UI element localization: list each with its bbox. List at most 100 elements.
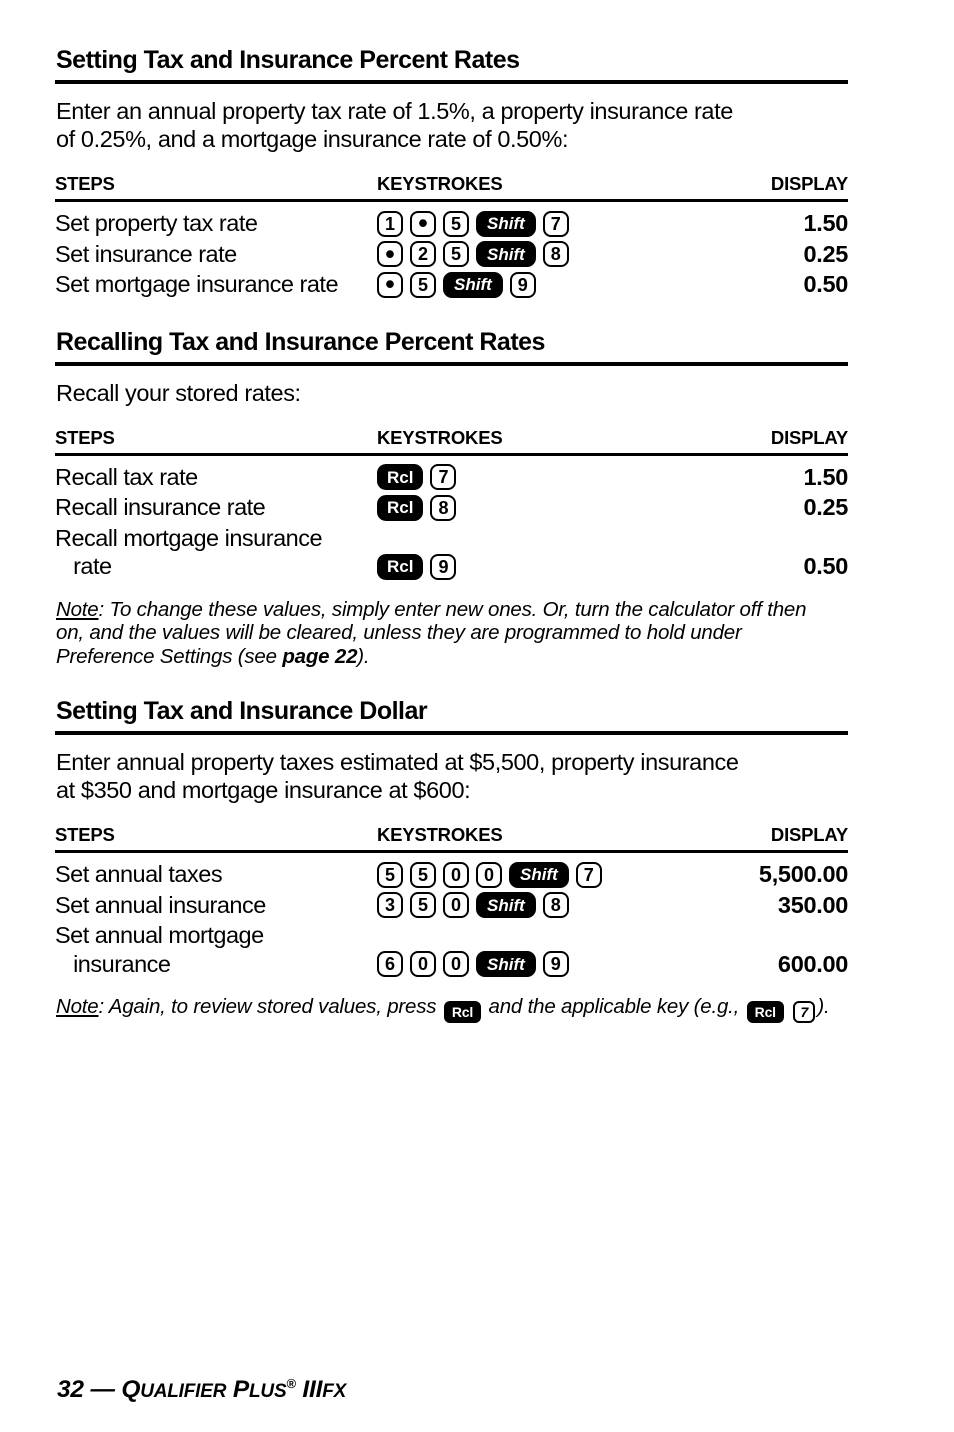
note-text: : Again, to review stored values, press bbox=[98, 995, 442, 1018]
key-0: 0 bbox=[410, 951, 436, 977]
brand-name: Q bbox=[121, 1376, 141, 1403]
keystroke-sequence: Rcl 7 bbox=[377, 464, 803, 491]
keystroke-sequence: • 5 Shift 9 bbox=[377, 271, 803, 299]
key-5: 5 bbox=[410, 271, 436, 298]
key-rcl: Rcl bbox=[443, 1001, 482, 1023]
column-display: DISPLAY bbox=[770, 426, 848, 448]
key-1: 1 bbox=[377, 210, 403, 237]
column-steps: STEPS bbox=[55, 173, 115, 194]
key-6: 6 bbox=[377, 951, 403, 977]
key-5: 5 bbox=[410, 861, 436, 888]
table-row: Recall insurance rate Rcl 8 0.25 bbox=[55, 493, 848, 522]
key-7: 7 bbox=[793, 1001, 816, 1023]
key-7: 7 bbox=[542, 210, 569, 237]
step-label: Set mortgage insurance rate bbox=[55, 271, 339, 297]
column-display: DISPLAY bbox=[770, 824, 848, 845]
key-shift: Shift bbox=[509, 861, 569, 888]
display-value: 0.25 bbox=[803, 240, 848, 267]
note-text: : To change these values, simply enter n… bbox=[56, 597, 807, 668]
column-keystrokes: KEYSTROKES bbox=[377, 824, 503, 845]
step-label: Set annual insurance bbox=[55, 891, 266, 918]
table-row: Set property tax rate 1 • 5 Shift 7 1.50 bbox=[55, 209, 848, 238]
key-0: 0 bbox=[443, 951, 469, 977]
display-value: 0.25 bbox=[803, 494, 848, 520]
key-8: 8 bbox=[430, 494, 457, 521]
display-value: 0.50 bbox=[803, 553, 848, 579]
table-body: Recall tax rate Rcl 7 1.50 Recall insuran… bbox=[55, 456, 848, 581]
note-text: and the applicable key (e.g., bbox=[483, 995, 745, 1018]
column-display: DISPLAY bbox=[770, 173, 848, 194]
key-9: 9 bbox=[430, 553, 457, 580]
key-9: 9 bbox=[542, 951, 569, 977]
key-5: 5 bbox=[443, 210, 469, 237]
key-0: 0 bbox=[443, 892, 469, 918]
section-setting-percent-rates: Setting Tax and Insurance Percent Rates … bbox=[55, 46, 848, 299]
key-9: 9 bbox=[509, 271, 536, 298]
key-5: 5 bbox=[377, 861, 403, 888]
key-3: 3 bbox=[377, 892, 403, 918]
column-keystrokes: KEYSTROKES bbox=[377, 173, 503, 194]
key-5: 5 bbox=[443, 241, 469, 267]
page-number: 32 — bbox=[57, 1376, 122, 1403]
key-8: 8 bbox=[542, 241, 569, 267]
keystroke-sequence: Rcl 8 bbox=[377, 494, 803, 522]
note-text-end: ). bbox=[817, 995, 830, 1018]
table-row: Set annual mortgage insurance 6 0 0 Shift 9 … bbox=[55, 921, 848, 978]
key-0: 0 bbox=[476, 861, 502, 888]
table-row: Set annual insurance 3 5 0 Shift 8 350.00 bbox=[55, 891, 848, 920]
key-rcl: Rcl bbox=[377, 494, 424, 521]
display-value: 1.50 bbox=[803, 463, 848, 490]
table-body: Set annual taxes 5 5 0 0 Shift 7 5,500.00 Set… bbox=[55, 853, 848, 978]
key-shift: Shift bbox=[476, 951, 536, 977]
table-header: STEPS KEYSTROKES DISPLAY bbox=[55, 173, 848, 202]
key-7: 7 bbox=[575, 861, 602, 888]
column-steps: STEPS bbox=[55, 426, 115, 448]
table-row: Recall mortgage insurance rate Rcl 9 0.50 bbox=[55, 524, 848, 581]
section-title: Recalling Tax and Insurance Percent Rate… bbox=[55, 328, 848, 366]
display-value: 350.00 bbox=[777, 891, 848, 918]
keystroke-sequence: 6 0 0 Shift 9 bbox=[377, 951, 778, 978]
section-intro: Enter annual property taxes estimated at… bbox=[56, 749, 739, 803]
table-row: Recall tax rate Rcl 7 1.50 bbox=[55, 463, 848, 492]
key-decimal: • bbox=[410, 210, 436, 237]
note-paragraph: Note: To change these values, simply ent… bbox=[55, 598, 848, 669]
table-body: Set property tax rate 1 • 5 Shift 7 1.50 Set… bbox=[55, 202, 848, 299]
key-decimal: • bbox=[377, 240, 403, 267]
section-setting-dollar: Setting Tax and Insurance Dollar Enter a… bbox=[55, 697, 848, 1023]
table-row: Set mortgage insurance rate • 5 Shift 9 0.5… bbox=[55, 270, 848, 299]
table-header: STEPS KEYSTROKES DISPLAY bbox=[55, 427, 848, 456]
note-text-end: ). bbox=[357, 644, 370, 668]
table-header: STEPS KEYSTROKES DISPLAY bbox=[55, 824, 848, 853]
section-title: Setting Tax and Insurance Dollar bbox=[55, 697, 848, 735]
step-label: Recall tax rate bbox=[55, 463, 198, 490]
key-shift: Shift bbox=[476, 210, 536, 237]
keystroke-sequence: 5 5 0 0 Shift 7 bbox=[377, 861, 759, 889]
display-value: 5,500.00 bbox=[758, 861, 848, 887]
keystroke-sequence: • 2 5 Shift 8 bbox=[377, 240, 803, 268]
display-value: 0.50 bbox=[803, 271, 848, 297]
key-5: 5 bbox=[410, 892, 436, 918]
step-label: Recall insurance rate bbox=[55, 494, 266, 520]
key-8: 8 bbox=[542, 892, 569, 918]
step-label: Set annual mortgage insurance bbox=[55, 922, 264, 977]
page-footer: 32 — QUALIFIER PLUS® IIIFX bbox=[57, 1376, 347, 1403]
section-intro: Enter an annual property tax rate of 1.5… bbox=[56, 98, 733, 152]
section-title: Setting Tax and Insurance Percent Rates bbox=[55, 46, 848, 84]
note-label: Note bbox=[56, 597, 99, 621]
registered-mark: ® bbox=[286, 1376, 296, 1391]
display-value: 600.00 bbox=[777, 950, 848, 977]
table-row: Set insurance rate • 2 5 Shift 8 0.25 bbox=[55, 240, 848, 269]
step-label: Set annual taxes bbox=[55, 861, 223, 887]
note-paragraph: Note: Again, to review stored values, pr… bbox=[55, 995, 848, 1023]
key-rcl: Rcl bbox=[746, 1001, 784, 1023]
key-7: 7 bbox=[430, 464, 457, 490]
note-page-ref: page 22 bbox=[282, 644, 358, 668]
key-0: 0 bbox=[443, 861, 469, 888]
section-recalling-percent-rates: Recalling Tax and Insurance Percent Rate… bbox=[55, 328, 848, 669]
column-keystrokes: KEYSTROKES bbox=[377, 426, 503, 448]
key-rcl: Rcl bbox=[377, 464, 424, 490]
keystroke-sequence: 3 5 0 Shift 8 bbox=[377, 892, 778, 919]
key-shift: Shift bbox=[476, 241, 536, 267]
key-decimal: • bbox=[377, 271, 403, 298]
